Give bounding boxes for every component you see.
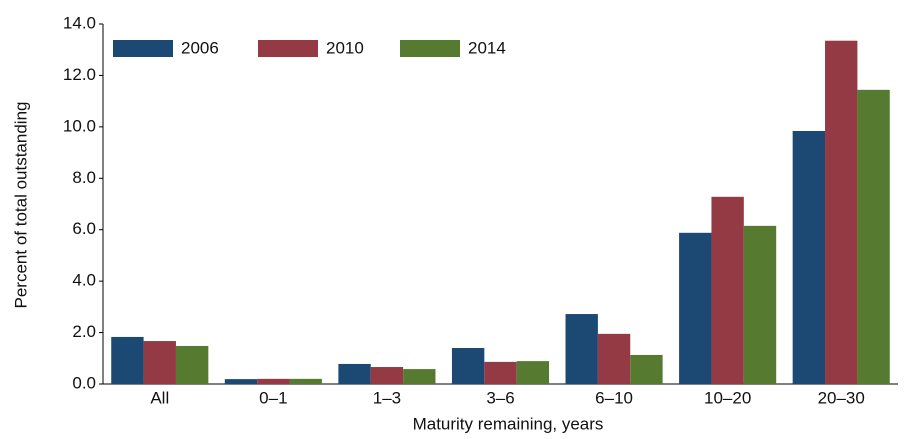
legend-swatch	[113, 40, 173, 57]
bar	[857, 89, 890, 384]
bar	[711, 196, 744, 384]
bar	[143, 341, 176, 384]
x-tick-label: 3–6	[486, 388, 514, 407]
legend-label: 2014	[468, 38, 506, 57]
bar	[679, 232, 712, 384]
x-tick-label: All	[150, 388, 169, 407]
bar	[743, 225, 777, 384]
x-tick-label: 1–3	[373, 388, 401, 407]
bar	[175, 345, 209, 384]
y-tick-label: 10.0	[63, 116, 96, 135]
y-tick-label: 14.0	[63, 13, 96, 32]
x-tick-label: 6–10	[595, 388, 633, 407]
y-tick-label: 8.0	[72, 168, 96, 187]
x-axis-label: Maturity remaining, years	[413, 414, 604, 433]
bar	[403, 369, 436, 384]
legend-label: 2006	[181, 38, 219, 57]
legend-swatch	[258, 40, 318, 57]
bar	[516, 361, 550, 384]
legend-swatch	[400, 40, 460, 57]
bar	[289, 378, 322, 384]
bar	[370, 367, 404, 384]
bar	[224, 379, 258, 384]
bar	[111, 336, 144, 384]
bar	[484, 361, 517, 384]
bar	[630, 354, 663, 384]
bar	[792, 130, 826, 384]
x-tick-label: 10–20	[704, 388, 751, 407]
bar	[597, 333, 631, 384]
x-tick-label: 20–30	[818, 388, 865, 407]
y-axis-label: Percent of total outstanding	[11, 102, 30, 309]
bar	[565, 314, 598, 384]
legend-label: 2010	[326, 38, 364, 57]
y-tick-label: 2.0	[72, 322, 96, 341]
y-tick-label: 4.0	[72, 271, 96, 290]
bar	[257, 378, 290, 384]
bar	[451, 348, 485, 384]
x-tick-label: 0–1	[259, 388, 287, 407]
y-tick-label: 12.0	[63, 65, 96, 84]
bar	[825, 40, 858, 384]
y-tick-label: 0.0	[72, 373, 96, 392]
y-tick-label: 6.0	[72, 219, 96, 238]
bar	[338, 363, 371, 384]
